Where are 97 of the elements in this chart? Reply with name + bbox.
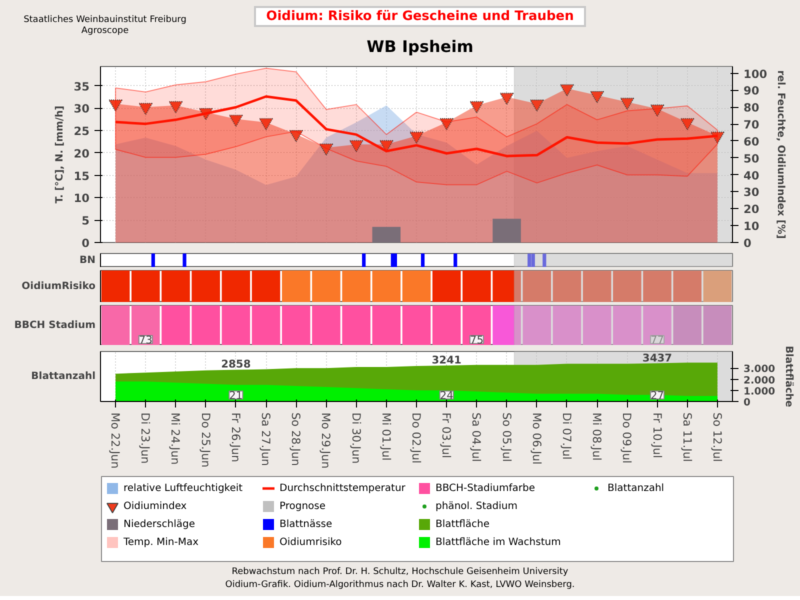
legend-label: relative Luftfeuchtigkeit bbox=[124, 483, 243, 494]
y-tick-label: 0 bbox=[82, 236, 90, 250]
point bbox=[410, 132, 424, 144]
text: Rebwachstum nach Prof. Dr. H. Schultz, Hochschule Geisenheim University bbox=[230, 566, 570, 579]
y-tick-label: 5 bbox=[82, 214, 90, 228]
x-tick-label: So 12.Jul bbox=[710, 412, 724, 462]
annotation: 24 bbox=[440, 389, 454, 402]
y2-tick-label: 70 bbox=[744, 118, 760, 132]
y-tick-label: 15 bbox=[74, 168, 90, 183]
x-tick-label: Fr 10.Jul bbox=[650, 412, 664, 458]
legend-label: Niederschläge bbox=[124, 519, 195, 530]
point bbox=[590, 91, 604, 104]
y-axis-title: OidiumRisiko bbox=[22, 281, 96, 292]
point bbox=[319, 143, 334, 156]
y-tick-label: 35 bbox=[74, 79, 90, 94]
annotation: 27 bbox=[650, 389, 664, 402]
legend-label: Blattnässe bbox=[280, 519, 332, 530]
x-tick-label: Sa 11.Jul bbox=[680, 412, 694, 462]
y2-tick-label: 0 bbox=[744, 236, 752, 250]
y2-tick-label: 3.000 bbox=[744, 364, 776, 376]
data-label: 3437 bbox=[642, 351, 672, 364]
y-axis-title: Blattanzahl bbox=[31, 371, 96, 382]
annotation: 21 bbox=[229, 389, 243, 402]
legend-label: Blattfläche im Wachstum bbox=[436, 537, 561, 548]
y2-tick-label: 1.000 bbox=[744, 386, 776, 398]
x-tick-label: Sa 27.Jun bbox=[259, 412, 274, 466]
text: Agroscope bbox=[80, 25, 130, 38]
point bbox=[168, 101, 183, 114]
x-tick-label: So 05.Jul bbox=[500, 412, 514, 462]
y2-tick-label: 60 bbox=[744, 134, 760, 148]
x-tick-label: Di 07.Jul bbox=[560, 412, 574, 460]
point bbox=[500, 92, 514, 105]
legend-label: Blattfläche bbox=[436, 519, 490, 530]
chart-title: Oidium: Risiko für Gescheine und Trauben bbox=[254, 6, 586, 27]
y2-axis-title: rel. Feuchte, OidiumIndex [%] bbox=[775, 70, 786, 239]
y2-tick-label: 100 bbox=[744, 66, 768, 81]
point bbox=[289, 130, 304, 142]
y2-tick-label: 40 bbox=[744, 168, 760, 182]
y2-axis-title: Blattfläche bbox=[783, 346, 794, 408]
legend-label: Durchschnittstemperatur bbox=[280, 483, 406, 494]
point bbox=[470, 101, 484, 114]
x-tick-label: Do 02.Jul bbox=[410, 412, 424, 464]
y-tick-label: 20 bbox=[74, 146, 90, 160]
x-tick-label: Fr 03.Jul bbox=[440, 412, 454, 458]
chart-subtitle: WB Ipsheim bbox=[366, 36, 474, 58]
x-tick-label: Mi 08.Jul bbox=[590, 412, 604, 461]
x-tick-label: Fr 26.Jun bbox=[228, 412, 243, 462]
x-tick-label: Mi 01.Jul bbox=[379, 412, 394, 461]
x-tick-label: Mo 06.Jul bbox=[530, 412, 544, 464]
y-tick-label: 30 bbox=[74, 102, 90, 116]
point bbox=[349, 140, 364, 152]
y2-tick-label: 2.000 bbox=[744, 375, 776, 386]
point bbox=[138, 102, 153, 116]
text: Staatliches Weinbauinstitut Freiburg bbox=[22, 14, 188, 26]
y2-tick-label: 20 bbox=[744, 202, 760, 216]
point bbox=[620, 98, 634, 110]
x-tick-label: Do 09.Jul bbox=[620, 412, 634, 464]
y-axis-title: T. [°C], N. [mm/h] bbox=[54, 106, 66, 204]
y2-tick-label: 90 bbox=[744, 84, 760, 98]
point bbox=[440, 118, 454, 130]
text: Oidium-Grafik. Oidium-Algorithmus nach Dr. Walter K. Kast, LVWO Weinsberg. bbox=[224, 579, 576, 592]
y2-tick-label: 30 bbox=[744, 185, 760, 200]
y-tick-label: 25 bbox=[74, 124, 90, 138]
point bbox=[108, 99, 123, 112]
point bbox=[650, 104, 664, 117]
point bbox=[560, 84, 574, 97]
annotation: 75 bbox=[470, 334, 484, 346]
annotation: 73 bbox=[138, 334, 152, 346]
y-axis-title: BBCH Stadium bbox=[14, 320, 96, 331]
data-label: 2858 bbox=[221, 358, 251, 371]
x-tick-label: Mo 29.Jun bbox=[319, 412, 334, 469]
y2-tick-label: 0 bbox=[744, 398, 750, 408]
legend-label: Oidiumindex bbox=[124, 501, 187, 512]
point bbox=[228, 114, 243, 127]
x-tick-label: Di 23.Jun bbox=[138, 412, 153, 464]
legend-label: Prognose bbox=[280, 501, 326, 512]
x-tick-label: So 28.Jun bbox=[289, 412, 304, 466]
x-tick-label: Sa 04.Jul bbox=[470, 412, 484, 462]
y2-tick-label: 50 bbox=[744, 151, 760, 166]
x-tick-label: Mo 22.Jun bbox=[108, 412, 123, 469]
text: Blattanzahl bbox=[608, 483, 664, 494]
x-tick-label: Do 25.Jun bbox=[198, 412, 213, 468]
point bbox=[530, 99, 544, 112]
y-axis-title: BN bbox=[80, 255, 96, 266]
y2-tick-label: 80 bbox=[744, 100, 760, 115]
text: Temp. Min-Max bbox=[122, 537, 199, 548]
point bbox=[680, 118, 694, 130]
x-tick-label: Di 30.Jun bbox=[349, 412, 364, 464]
x-tick-label: Mi 24.Jun bbox=[168, 412, 183, 465]
text: phänol. Stadium bbox=[436, 501, 518, 512]
y-tick-label: 10 bbox=[74, 191, 90, 206]
annotation: 77 bbox=[650, 334, 664, 346]
y2-tick-label: 10 bbox=[744, 219, 760, 234]
legend-label: Oidiumrisiko bbox=[280, 537, 342, 548]
legend-label: BBCH-Stadiumfarbe bbox=[436, 483, 536, 494]
data-label: 3241 bbox=[432, 353, 462, 366]
point bbox=[259, 118, 274, 130]
